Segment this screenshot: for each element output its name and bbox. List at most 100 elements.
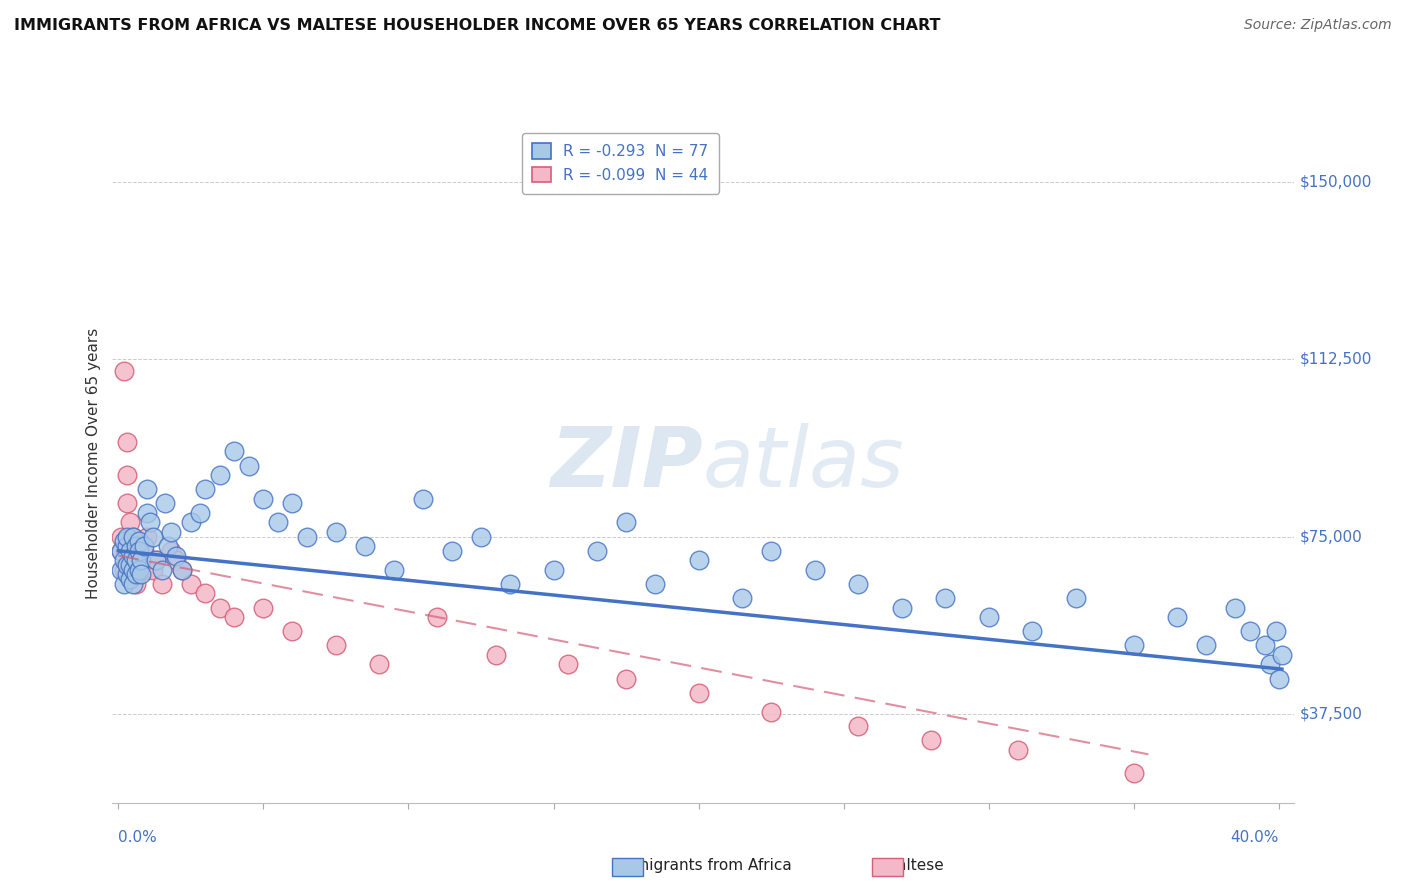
Text: IMMIGRANTS FROM AFRICA VS MALTESE HOUSEHOLDER INCOME OVER 65 YEARS CORRELATION C: IMMIGRANTS FROM AFRICA VS MALTESE HOUSEH… [14, 18, 941, 33]
Point [614, 672, 637, 686]
Point [136, 563, 159, 577]
Point [194, 586, 217, 600]
Y-axis label: Householder Income Over 65 years: Householder Income Over 65 years [86, 328, 101, 599]
Point [1239, 624, 1261, 639]
Point [1122, 766, 1144, 780]
Text: Immigrants from Africa: Immigrants from Africa [614, 858, 792, 872]
Point [238, 458, 260, 473]
Point [136, 506, 159, 520]
Point [165, 553, 187, 567]
Point [134, 539, 156, 553]
Point [688, 553, 710, 567]
Point [368, 657, 391, 672]
Point [382, 563, 405, 577]
Point [890, 600, 912, 615]
Point [125, 553, 148, 567]
Point [139, 516, 162, 530]
Point [354, 539, 377, 553]
Point [731, 591, 754, 606]
Point [484, 648, 506, 662]
Point [281, 624, 304, 639]
Point [136, 530, 159, 544]
Point [1064, 591, 1087, 606]
Point [153, 496, 176, 510]
Text: 0.0%: 0.0% [118, 830, 157, 845]
Point [557, 657, 579, 672]
Point [112, 534, 135, 549]
Point [110, 543, 132, 558]
Point [761, 543, 783, 558]
Point [121, 563, 143, 577]
Point [115, 468, 138, 483]
Point [267, 516, 290, 530]
Point [180, 577, 202, 591]
Text: $150,000: $150,000 [1299, 174, 1372, 189]
Point [1265, 624, 1288, 639]
Point [846, 719, 869, 733]
Point [977, 610, 1000, 624]
Point [115, 434, 138, 449]
Point [112, 577, 135, 591]
Point [1253, 639, 1275, 653]
Point [112, 553, 135, 567]
Point [586, 543, 609, 558]
Point [115, 567, 138, 582]
Point [325, 639, 347, 653]
Point [131, 563, 153, 577]
Point [470, 530, 492, 544]
Point [110, 530, 132, 544]
Point [1007, 742, 1029, 756]
Point [118, 516, 141, 530]
Point [172, 563, 194, 577]
Text: $37,500: $37,500 [1299, 706, 1362, 722]
Text: ZIP: ZIP [550, 424, 703, 504]
Point [128, 543, 150, 558]
Point [1271, 648, 1294, 662]
Point [325, 524, 347, 539]
Text: $75,000: $75,000 [1299, 529, 1362, 544]
Point [188, 506, 211, 520]
Point [134, 543, 156, 558]
Point [118, 572, 141, 586]
Point [121, 553, 143, 567]
Point [128, 563, 150, 577]
Point [1258, 657, 1281, 672]
Point [934, 591, 956, 606]
Point [252, 600, 274, 615]
Point [118, 543, 141, 558]
Point [846, 577, 869, 591]
Point [688, 686, 710, 700]
Point [145, 553, 167, 567]
Point [121, 530, 143, 544]
Point [125, 539, 148, 553]
Text: $112,500: $112,500 [1299, 351, 1372, 367]
Point [131, 553, 153, 567]
Point [252, 491, 274, 506]
Point [142, 530, 165, 544]
Point [142, 563, 165, 577]
Point [112, 364, 135, 378]
Point [136, 483, 159, 497]
Point [145, 553, 167, 567]
Point [1021, 624, 1043, 639]
Point [125, 577, 148, 591]
Point [118, 543, 141, 558]
Point [121, 530, 143, 544]
Point [150, 563, 173, 577]
Point [115, 530, 138, 544]
Point [412, 491, 434, 506]
Point [1195, 639, 1218, 653]
Point [118, 558, 141, 572]
Point [172, 563, 194, 577]
Point [125, 567, 148, 582]
Point [115, 539, 138, 553]
Point [1122, 639, 1144, 653]
Point [159, 524, 181, 539]
Point [803, 563, 825, 577]
Point [1166, 610, 1188, 624]
Point [121, 563, 143, 577]
Point [125, 543, 148, 558]
Point [128, 534, 150, 549]
Text: 40.0%: 40.0% [1230, 830, 1279, 845]
Point [920, 733, 942, 747]
